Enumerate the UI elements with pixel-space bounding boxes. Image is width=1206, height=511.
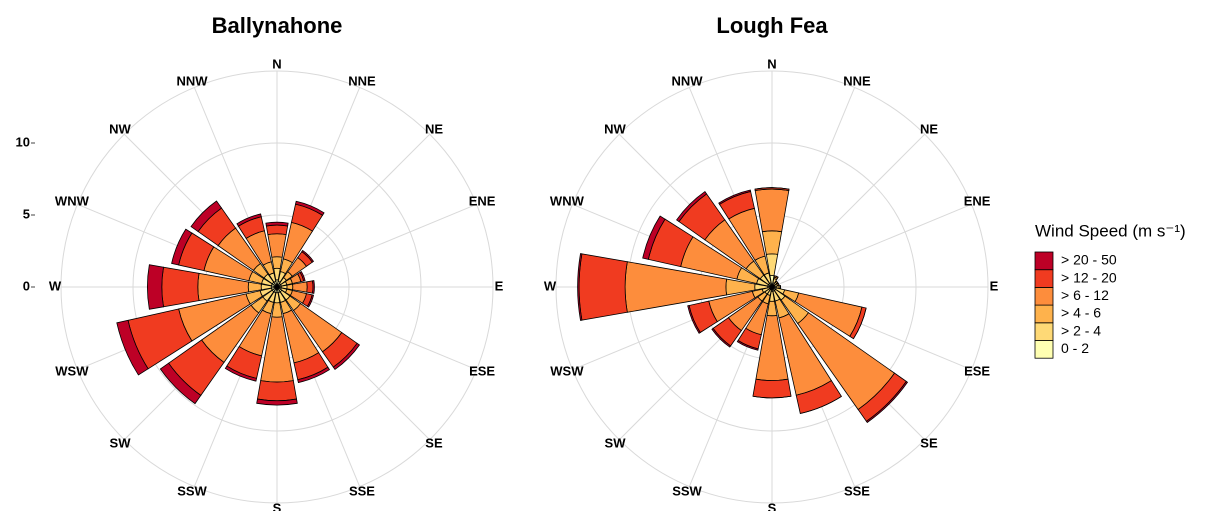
wedge [190, 200, 223, 233]
wedge [271, 256, 283, 270]
wedge [116, 319, 149, 376]
direction-label: SE [920, 435, 938, 450]
direction-label: SE [425, 435, 443, 450]
wedge [687, 305, 701, 334]
legend-label: > 12 - 20 [1061, 269, 1117, 285]
y-tick-label: 10 [16, 134, 30, 149]
legend-label: > 6 - 12 [1061, 287, 1109, 303]
direction-label: NNE [348, 73, 376, 88]
direction-label: E [495, 278, 504, 293]
direction-label: NNW [177, 73, 209, 88]
direction-label: WNW [550, 193, 585, 208]
direction-label: N [767, 56, 776, 71]
wedge [256, 380, 298, 402]
legend-label: > 20 - 50 [1061, 252, 1117, 268]
direction-label: SSW [672, 484, 702, 499]
direction-label: S [273, 500, 282, 511]
wedge [265, 224, 289, 235]
wedge [306, 280, 314, 294]
wedge [761, 230, 783, 255]
direction-label: WNW [55, 193, 90, 208]
legend-label: > 4 - 6 [1061, 305, 1101, 321]
wedge [236, 213, 262, 227]
wedge [247, 281, 262, 293]
legend-swatch [1034, 269, 1054, 288]
direction-label: S [768, 500, 777, 511]
wedge [161, 266, 200, 308]
wedge [711, 327, 732, 348]
wedge [718, 189, 752, 205]
wedge [171, 228, 193, 266]
wedge [577, 253, 583, 321]
direction-label: ESE [469, 363, 495, 378]
wedge [312, 280, 315, 294]
wedge [286, 283, 294, 291]
direction-label: ESE [964, 363, 990, 378]
direction-label: NNE [843, 73, 871, 88]
legend-swatch [1034, 286, 1054, 306]
direction-label: N [272, 56, 281, 71]
legend-label: 0 - 2 [1061, 340, 1089, 356]
direction-label: ENE [964, 193, 991, 208]
wedge [256, 398, 298, 406]
y-tick-label: 0 [23, 278, 30, 293]
wedge [306, 294, 315, 308]
chart-title: Ballynahone [212, 13, 343, 38]
direction-label: SW [605, 435, 627, 450]
direction-label: SSW [177, 484, 207, 499]
direction-label: NNW [672, 73, 704, 88]
wedge [676, 191, 708, 223]
wedge [642, 215, 666, 260]
spoke [771, 133, 926, 288]
legend-label: > 2 - 4 [1061, 322, 1101, 338]
direction-label: SSE [349, 484, 375, 499]
legend-title: Wind Speed (m s⁻¹) [1035, 221, 1186, 240]
direction-label: E [990, 278, 999, 293]
wedge [752, 378, 792, 399]
wedge [332, 342, 361, 371]
wedge [301, 249, 315, 263]
chart-title: Lough Fea [716, 13, 828, 38]
spoke [771, 87, 856, 288]
direction-label: SSE [844, 484, 870, 499]
legend-swatch [1034, 251, 1054, 271]
spoke [771, 203, 972, 288]
wedge [299, 271, 306, 282]
wedge [147, 264, 164, 310]
wedge [865, 380, 909, 424]
wedge [754, 188, 790, 233]
wedge [752, 395, 792, 399]
legend-swatch [1034, 304, 1054, 324]
legend-swatch [1034, 340, 1054, 359]
direction-label: SW [110, 435, 132, 450]
wedge [297, 366, 331, 384]
spoke [276, 203, 477, 288]
direction-label: NE [920, 121, 938, 136]
wedge [159, 362, 202, 405]
wedge [295, 200, 325, 216]
direction-label: NW [604, 121, 626, 136]
direction-label: NW [109, 121, 131, 136]
legend-swatch [1034, 322, 1054, 341]
wedge [267, 233, 287, 258]
direction-label: WSW [55, 363, 89, 378]
direction-label: W [544, 278, 557, 293]
wedge [224, 365, 258, 382]
y-tick-label: 5 [23, 206, 30, 221]
direction-label: W [49, 278, 62, 293]
direction-label: NE [425, 121, 443, 136]
direction-label: ENE [469, 193, 496, 208]
wedge [736, 339, 759, 351]
wedge [578, 253, 628, 321]
wedge [265, 221, 289, 227]
direction-label: WSW [550, 363, 584, 378]
